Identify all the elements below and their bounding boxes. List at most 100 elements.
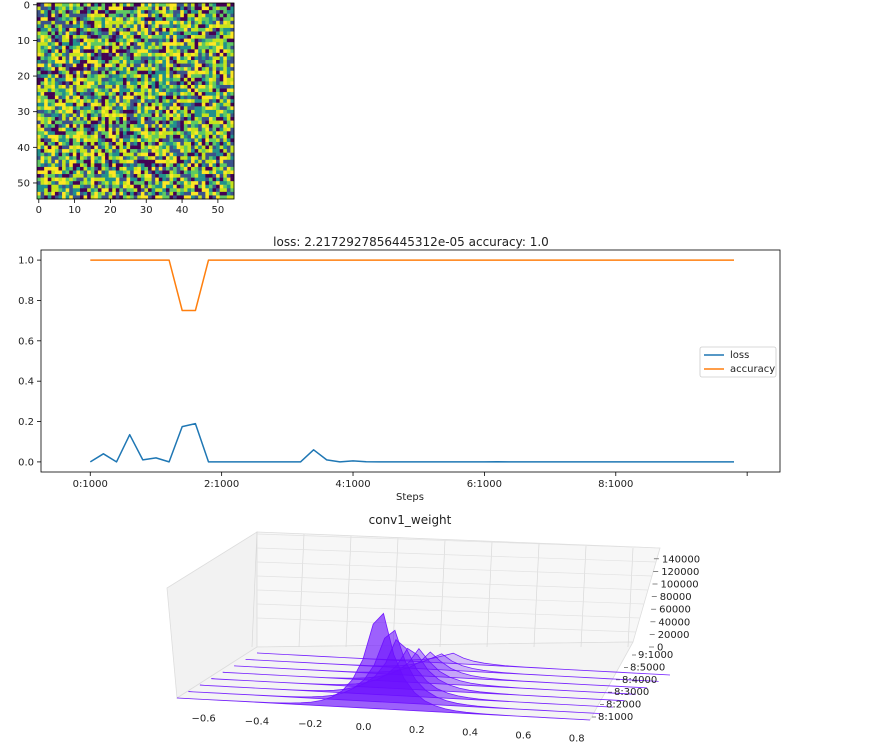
heatmap-cell (180, 13, 185, 18)
heatmap-cell (158, 81, 163, 86)
heatmap-cell (183, 74, 188, 79)
heatmap-cell (72, 67, 77, 72)
heatmap-cell (83, 74, 88, 79)
heatmap-cell (51, 166, 56, 171)
heatmap-cell (72, 188, 77, 193)
heatmap-cell (173, 181, 177, 186)
heatmap-cell (198, 74, 203, 79)
heatmap-cell (119, 3, 124, 7)
heatmap-cell (119, 124, 124, 129)
heatmap-cell (133, 109, 138, 114)
heatmap-cell (144, 3, 149, 7)
heatmap-cell (133, 49, 138, 54)
heatmap-cell (65, 149, 70, 153)
heatmap-cell (83, 31, 88, 36)
heatmap-cell (187, 24, 192, 29)
heatmap-cell (94, 181, 99, 186)
heatmap-cell (47, 31, 52, 36)
heatmap-cell (122, 56, 127, 61)
heatmap-cell (72, 124, 77, 129)
heatmap-cell (76, 184, 81, 189)
heatmap-cell (194, 60, 199, 64)
heatmap-cell (183, 3, 188, 7)
heatmap-cell (165, 138, 170, 143)
heatmap-cell (176, 188, 181, 193)
heatmap-cell (37, 45, 41, 50)
heatmap-cell (97, 138, 102, 143)
heatmap-cell (115, 67, 120, 72)
heatmap-cell (51, 10, 56, 14)
heatmap-cell (130, 120, 135, 125)
heatmap-cell (151, 184, 156, 189)
heatmap-cell (130, 166, 135, 171)
heatmap-cell (187, 60, 192, 64)
heatmap-cell (187, 56, 192, 61)
heatmap-cell (169, 152, 174, 157)
heatmap-cell (94, 92, 99, 96)
heatmap-cell (65, 131, 70, 136)
heatmap-cell (162, 63, 167, 68)
heatmap-cell (165, 120, 170, 125)
heatmap-cell (148, 24, 152, 29)
heatmap-cell (208, 52, 213, 57)
heatmap-cell (173, 188, 177, 193)
heatmap-cell (47, 124, 52, 129)
heatmap-cell (47, 27, 52, 32)
heatmap-ytick-label: 50 (17, 178, 30, 189)
heatmap-cell (169, 31, 174, 36)
heatmap-cell (165, 141, 170, 146)
heatmap-cell (212, 35, 217, 39)
heatmap-cell (51, 145, 56, 150)
heatmap-cell (112, 45, 117, 50)
heatmap-cell (176, 6, 181, 11)
heatmap-cell (76, 77, 81, 82)
heatmap-cell (191, 56, 195, 61)
heatmap-cell (169, 38, 174, 43)
heatmap-cell (158, 113, 163, 118)
heatmap-cell (76, 195, 81, 200)
heatmap-cell (201, 195, 206, 200)
heatmap-cell (105, 138, 109, 143)
heatmap-cell (47, 177, 52, 182)
heatmap-cell (183, 127, 188, 132)
heatmap-cell (94, 81, 99, 86)
heatmap-cell (208, 156, 213, 161)
heatmap-cell (122, 77, 127, 82)
heatmap-cell (76, 31, 81, 36)
heatmap-cell (54, 60, 59, 64)
heatmap-cell (144, 10, 149, 14)
heatmap-cell (176, 77, 181, 82)
heatmap-cell (79, 120, 84, 125)
heatmap-cell (69, 27, 74, 32)
heatmap-cell (44, 188, 49, 193)
heatmap-cell (87, 20, 92, 25)
heatmap-cell (144, 149, 149, 153)
heatmap-cell (69, 124, 74, 129)
heatmap-cell (194, 127, 199, 132)
heatmap-cell (130, 113, 135, 118)
heatmap-cell (151, 6, 156, 11)
heatmap-cell (44, 149, 49, 153)
heatmap-cell (165, 177, 170, 182)
heatmap-cell (65, 3, 70, 7)
heatmap-cell (115, 174, 120, 178)
heatmap-cell (126, 6, 131, 11)
heatmap-cell (201, 27, 206, 32)
heatmap-cell (180, 134, 185, 139)
heatmap-cell (230, 45, 235, 50)
heatmap-cell (47, 195, 52, 200)
heatmap-cell (223, 163, 228, 168)
heatmap-cell (180, 195, 185, 200)
heatmap-cell (216, 45, 220, 50)
heatmap-cell (54, 127, 59, 132)
heatmap-cell (133, 113, 138, 118)
heatmap-cell (223, 56, 228, 61)
heatmap-cell (183, 113, 188, 118)
heatmap-cell (201, 149, 206, 153)
heatmap-cell (169, 191, 174, 196)
heatmap-cell (87, 138, 92, 143)
heatmap-cell (79, 81, 84, 86)
heatmap-cell (76, 99, 81, 104)
heatmap-cell (62, 141, 66, 146)
heatmap-cell (180, 156, 185, 161)
